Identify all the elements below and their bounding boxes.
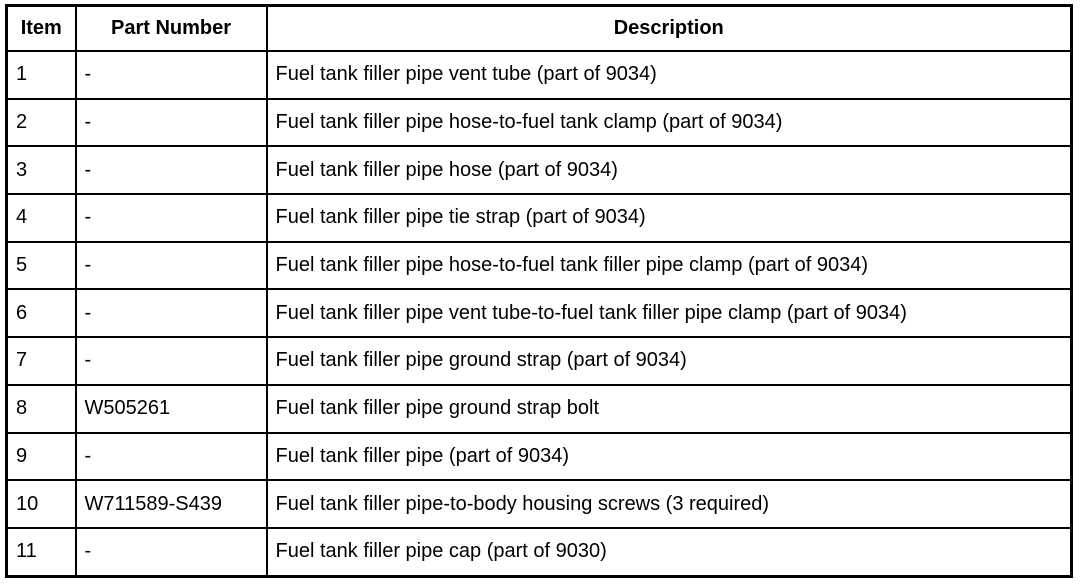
item-cell: 9: [5, 431, 77, 482]
table-row: 10 W711589-S439 Fuel tank filler pipe-to-b…: [5, 479, 1073, 529]
header-item: Item: [5, 4, 77, 52]
part-number-cell: -: [74, 193, 268, 243]
parts-table: Item Part Number Description 1- Fuel tank…: [5, 4, 1073, 578]
item-cell: 8: [5, 383, 77, 434]
item-cell: 11: [5, 526, 77, 578]
item-cell: 6: [5, 288, 77, 339]
table-row: 5- Fuel tank filler pipe hose-to-fuel tan…: [5, 240, 1073, 291]
table-row: 6- Fuel tank filler pipe vent tube-to-fue…: [5, 288, 1073, 339]
part-number-cell: -: [74, 97, 268, 148]
description-cell: Fuel tank filler pipe hose (part of 9034…: [265, 145, 1073, 196]
table-row: 8 W505261 Fuel tank filler pipe ground str…: [5, 383, 1073, 434]
table-row: 1- Fuel tank filler pipe vent tube (part …: [5, 50, 1073, 100]
description-cell: Fuel tank filler pipe vent tube-to-fuel …: [265, 288, 1073, 339]
part-number-cell: -: [74, 145, 268, 196]
part-number-cell: W711589-S439: [74, 479, 268, 529]
description-cell: Fuel tank filler pipe tie strap (part of…: [265, 193, 1073, 243]
header-part-number: Part Number: [74, 4, 268, 52]
description-cell: Fuel tank filler pipe vent tube (part of…: [265, 50, 1073, 100]
item-cell: 4: [5, 193, 77, 243]
table-row: 3- Fuel tank filler pipe hose (part of 90…: [5, 145, 1073, 196]
header-description: Description: [265, 4, 1073, 52]
part-number-cell: -: [74, 526, 268, 578]
table-row: 7- Fuel tank filler pipe ground strap (pa…: [5, 336, 1073, 386]
description-cell: Fuel tank filler pipe ground strap bolt: [265, 383, 1073, 434]
part-number-cell: W505261: [74, 383, 268, 434]
description-cell: Fuel tank filler pipe (part of 9034): [265, 431, 1073, 482]
table-header-row: Item Part Number Description: [5, 4, 1073, 52]
part-number-cell: -: [74, 240, 268, 291]
part-number-cell: -: [74, 431, 268, 482]
item-cell: 7: [5, 336, 77, 386]
item-cell: 5: [5, 240, 77, 291]
description-cell: Fuel tank filler pipe cap (part of 9030): [265, 526, 1073, 578]
table-row: 9- Fuel tank filler pipe (part of 9034): [5, 431, 1073, 482]
part-number-cell: -: [74, 288, 268, 339]
item-cell: 1: [5, 50, 77, 100]
part-number-cell: -: [74, 50, 268, 100]
table-row: 4- Fuel tank filler pipe tie strap (part …: [5, 193, 1073, 243]
item-cell: 2: [5, 97, 77, 148]
part-number-cell: -: [74, 336, 268, 386]
table-row: 2- Fuel tank filler pipe hose-to-fuel tan…: [5, 97, 1073, 148]
description-cell: Fuel tank filler pipe ground strap (part…: [265, 336, 1073, 386]
item-cell: 3: [5, 145, 77, 196]
item-cell: 10: [5, 479, 77, 529]
description-cell: Fuel tank filler pipe hose-to-fuel tank …: [265, 97, 1073, 148]
description-cell: Fuel tank filler pipe-to-body housing sc…: [265, 479, 1073, 529]
description-cell: Fuel tank filler pipe hose-to-fuel tank …: [265, 240, 1073, 291]
table-row: 11- Fuel tank filler pipe cap (part of 90…: [5, 526, 1073, 578]
